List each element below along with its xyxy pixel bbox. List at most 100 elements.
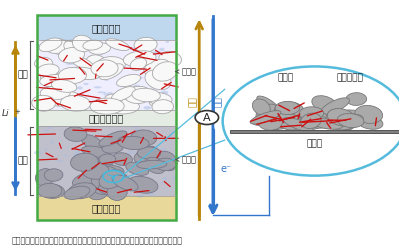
Ellipse shape — [87, 64, 93, 66]
Ellipse shape — [160, 182, 164, 184]
Ellipse shape — [165, 41, 169, 43]
Ellipse shape — [44, 129, 49, 132]
Text: e⁻: e⁻ — [221, 164, 232, 174]
Ellipse shape — [296, 110, 329, 121]
Ellipse shape — [39, 38, 62, 52]
Ellipse shape — [305, 118, 324, 129]
Ellipse shape — [58, 43, 66, 47]
Ellipse shape — [101, 189, 108, 193]
Ellipse shape — [114, 71, 118, 74]
Text: 充電: 充電 — [214, 96, 223, 107]
Ellipse shape — [265, 115, 299, 130]
Ellipse shape — [317, 116, 343, 129]
Ellipse shape — [152, 100, 174, 114]
Ellipse shape — [42, 68, 52, 70]
Ellipse shape — [88, 189, 96, 192]
Ellipse shape — [134, 37, 157, 52]
Ellipse shape — [63, 155, 69, 157]
Ellipse shape — [157, 151, 177, 171]
Ellipse shape — [124, 86, 152, 104]
Ellipse shape — [44, 148, 47, 152]
Ellipse shape — [46, 177, 52, 180]
Ellipse shape — [95, 165, 124, 176]
Ellipse shape — [72, 173, 96, 187]
Ellipse shape — [91, 172, 113, 189]
Ellipse shape — [40, 71, 67, 90]
Ellipse shape — [162, 81, 167, 85]
Ellipse shape — [64, 58, 72, 62]
Ellipse shape — [106, 39, 129, 50]
Ellipse shape — [153, 51, 161, 54]
Ellipse shape — [118, 136, 135, 147]
Text: 負極: 負極 — [17, 156, 28, 166]
Ellipse shape — [134, 77, 143, 79]
Text: A: A — [203, 113, 211, 123]
Ellipse shape — [50, 40, 75, 55]
Ellipse shape — [150, 157, 155, 159]
Ellipse shape — [250, 111, 281, 124]
Ellipse shape — [334, 110, 369, 123]
Ellipse shape — [140, 169, 147, 173]
Ellipse shape — [99, 135, 104, 137]
Ellipse shape — [76, 50, 80, 54]
Ellipse shape — [134, 85, 140, 88]
Ellipse shape — [275, 101, 300, 115]
Ellipse shape — [161, 91, 168, 95]
Ellipse shape — [283, 118, 313, 131]
Ellipse shape — [145, 70, 171, 90]
Ellipse shape — [335, 114, 357, 131]
Ellipse shape — [100, 74, 109, 76]
Ellipse shape — [159, 48, 165, 51]
Ellipse shape — [99, 64, 124, 80]
Ellipse shape — [82, 154, 86, 156]
Ellipse shape — [63, 41, 70, 44]
Ellipse shape — [90, 149, 94, 153]
Ellipse shape — [37, 64, 59, 77]
Ellipse shape — [274, 102, 304, 118]
Ellipse shape — [38, 183, 62, 198]
Ellipse shape — [80, 177, 84, 179]
Ellipse shape — [72, 97, 78, 99]
Ellipse shape — [160, 92, 166, 95]
Ellipse shape — [67, 105, 74, 109]
Ellipse shape — [88, 171, 93, 173]
Ellipse shape — [40, 75, 69, 87]
Ellipse shape — [40, 86, 70, 100]
Ellipse shape — [146, 157, 166, 173]
Ellipse shape — [257, 96, 281, 114]
Ellipse shape — [167, 67, 173, 71]
Ellipse shape — [152, 62, 178, 81]
Ellipse shape — [171, 159, 176, 163]
Ellipse shape — [106, 99, 140, 114]
Ellipse shape — [256, 108, 287, 124]
Ellipse shape — [36, 44, 44, 48]
Ellipse shape — [43, 178, 47, 180]
Ellipse shape — [41, 184, 64, 198]
Text: 集電材: 集電材 — [306, 139, 323, 149]
Ellipse shape — [70, 56, 95, 70]
Ellipse shape — [128, 182, 138, 185]
Ellipse shape — [325, 117, 354, 130]
Ellipse shape — [68, 63, 75, 65]
Ellipse shape — [331, 114, 363, 130]
Ellipse shape — [149, 97, 167, 107]
Ellipse shape — [107, 92, 113, 95]
Ellipse shape — [57, 39, 65, 43]
Ellipse shape — [92, 156, 100, 158]
Ellipse shape — [130, 130, 157, 146]
Bar — [37, 126, 176, 196]
Circle shape — [195, 111, 218, 124]
Ellipse shape — [35, 101, 53, 111]
Ellipse shape — [87, 55, 104, 66]
Text: 電解液: 電解液 — [176, 67, 197, 76]
Ellipse shape — [86, 38, 92, 42]
Ellipse shape — [312, 96, 337, 112]
Ellipse shape — [134, 146, 157, 162]
Ellipse shape — [52, 80, 77, 92]
Ellipse shape — [127, 176, 158, 193]
Ellipse shape — [98, 181, 126, 195]
Ellipse shape — [91, 60, 118, 77]
Ellipse shape — [132, 127, 140, 128]
Ellipse shape — [268, 118, 284, 131]
Ellipse shape — [77, 86, 83, 90]
